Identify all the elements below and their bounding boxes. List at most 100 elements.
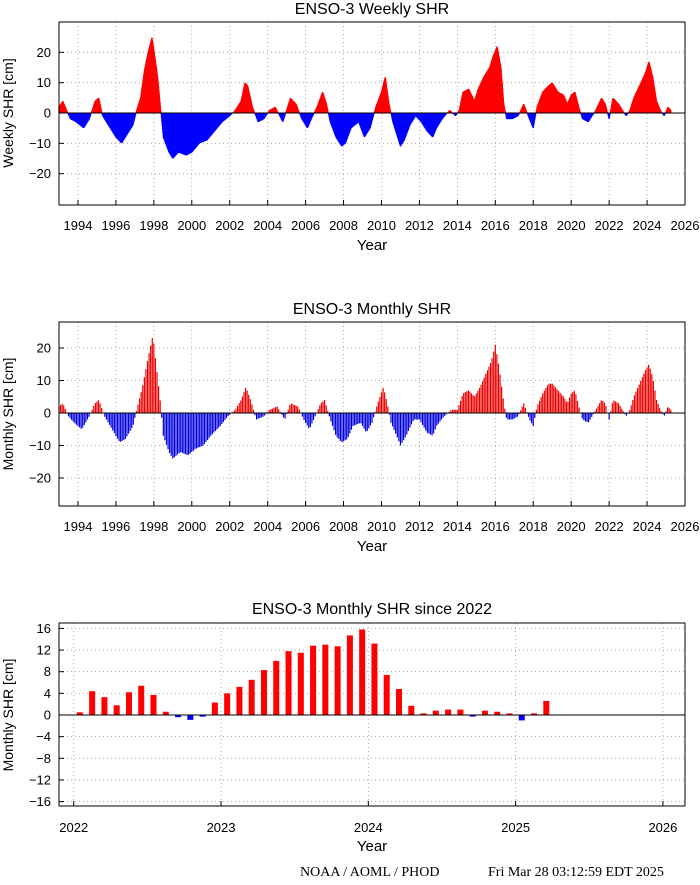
x-tick-label: 2006 bbox=[291, 519, 320, 534]
x-tick-label: 2022 bbox=[595, 218, 624, 233]
x-tick-label: 1994 bbox=[64, 218, 93, 233]
y-tick-label: −10 bbox=[29, 438, 51, 453]
monthly-chart-title: ENSO-3 Monthly SHR bbox=[293, 301, 451, 318]
since2022-bar bbox=[543, 700, 550, 715]
footer-source: NOAA / AOML / PHOD bbox=[300, 865, 440, 880]
monthly-plot-frame bbox=[58, 321, 686, 507]
x-tick-label: 2014 bbox=[443, 218, 472, 233]
monthly-chart: ENSO-3 Monthly SHR −20 −10 0 10 20 1994 1996 19… bbox=[0, 301, 699, 555]
x-tick-label: 1996 bbox=[101, 218, 130, 233]
weekly-bar bbox=[664, 113, 666, 115]
weekly-bar bbox=[534, 113, 537, 116]
weekly-bar bbox=[373, 113, 375, 115]
since2022-bar bbox=[408, 705, 415, 715]
since2022-bar bbox=[432, 710, 439, 715]
since2022-bar bbox=[481, 710, 488, 715]
x-tick-label: 2020 bbox=[557, 218, 586, 233]
since2022-bar bbox=[346, 635, 353, 715]
since2022-bar bbox=[310, 645, 317, 715]
since2022-bar bbox=[150, 694, 157, 715]
monthly-bars bbox=[58, 338, 672, 459]
weekly-bar bbox=[327, 110, 329, 113]
since2022-bar bbox=[396, 689, 403, 715]
weekly-bar bbox=[160, 110, 162, 113]
since2022-bar bbox=[199, 715, 206, 717]
since2022-bar bbox=[494, 711, 501, 715]
since2022-axis-ticks: 16 12 8 4 0 −4 −8 −12 −16 2022 2023 2024 2025 2026 bbox=[29, 621, 677, 835]
x-tick-label: 2024 bbox=[354, 820, 383, 835]
x-tick-label: 2026 bbox=[671, 218, 700, 233]
weekly-bar bbox=[670, 109, 672, 113]
x-tick-label: 2024 bbox=[633, 218, 662, 233]
x-tick-label: 2024 bbox=[633, 519, 662, 534]
since2022-bar bbox=[260, 670, 267, 715]
weekly-bar bbox=[372, 113, 375, 116]
since2022-bar bbox=[125, 692, 132, 715]
x-tick-label: 2000 bbox=[177, 519, 206, 534]
since2022-bar bbox=[187, 715, 194, 720]
x-tick-label: 2020 bbox=[557, 519, 586, 534]
since2022-bar bbox=[297, 652, 304, 715]
since2022-bar bbox=[469, 715, 476, 717]
y-tick-label: −10 bbox=[29, 136, 51, 151]
x-tick-label: 2022 bbox=[59, 820, 88, 835]
weekly-gridlines bbox=[59, 22, 685, 205]
weekly-bar bbox=[504, 110, 506, 113]
since2022-bar bbox=[175, 715, 182, 718]
since2022-chart: ENSO-3 Monthly SHR since 2022 16 12 8 4 0 −4 −… bbox=[0, 601, 686, 855]
weekly-bar bbox=[159, 106, 162, 113]
since2022-bar bbox=[113, 705, 120, 715]
since2022-bar bbox=[273, 660, 280, 715]
x-tick-label: 2012 bbox=[405, 519, 434, 534]
y-tick-label: 16 bbox=[37, 621, 51, 636]
since2022-bar bbox=[89, 691, 96, 715]
y-tick-label: 4 bbox=[44, 686, 51, 701]
y-tick-label: 10 bbox=[37, 75, 51, 90]
since2022-bar bbox=[285, 651, 292, 715]
since2022-bar bbox=[101, 697, 108, 715]
weekly-bar bbox=[100, 109, 103, 113]
weekly-bar bbox=[606, 111, 608, 113]
weekly-bar bbox=[100, 111, 103, 113]
since2022-bar bbox=[138, 685, 145, 715]
weekly-bar bbox=[389, 111, 392, 113]
x-tick-label: 1998 bbox=[139, 218, 168, 233]
y-tick-label: −4 bbox=[36, 729, 51, 744]
weekly-bar bbox=[606, 110, 608, 113]
x-tick-label: 2006 bbox=[291, 218, 320, 233]
x-tick-label: 1996 bbox=[101, 519, 130, 534]
x-tick-label: 2016 bbox=[481, 218, 510, 233]
y-tick-label: 0 bbox=[44, 106, 51, 121]
x-tick-label: 2002 bbox=[215, 218, 244, 233]
x-tick-label: 2023 bbox=[207, 820, 236, 835]
weekly-bar bbox=[284, 113, 286, 115]
monthly-axis-ticks: −20 −10 0 10 20 1994 1996 1998 2000 2002 2004 2006 2… bbox=[29, 341, 700, 535]
weekly-bars bbox=[58, 37, 672, 159]
y-tick-label: 0 bbox=[44, 708, 51, 723]
since2022-x-axis-label: Year bbox=[357, 838, 387, 855]
since2022-bar bbox=[76, 712, 83, 715]
y-tick-label: −8 bbox=[36, 751, 51, 766]
x-tick-label: 2018 bbox=[519, 218, 548, 233]
y-tick-label: 20 bbox=[37, 45, 51, 60]
weekly-bar bbox=[90, 113, 92, 115]
y-tick-label: 12 bbox=[37, 643, 51, 658]
y-tick-label: 8 bbox=[44, 664, 51, 679]
weekly-bar bbox=[609, 113, 611, 115]
weekly-bar bbox=[312, 113, 315, 115]
since2022-bar bbox=[359, 629, 366, 715]
x-tick-label: 2004 bbox=[253, 519, 282, 534]
x-tick-label: 2026 bbox=[648, 820, 677, 835]
x-tick-label: 2000 bbox=[177, 218, 206, 233]
x-tick-label: 2016 bbox=[481, 519, 510, 534]
x-tick-label: 2018 bbox=[519, 519, 548, 534]
x-tick-label: 2026 bbox=[671, 519, 700, 534]
y-tick-label: 10 bbox=[37, 373, 51, 388]
since2022-bar bbox=[531, 713, 538, 715]
since2022-bar bbox=[371, 643, 378, 715]
x-tick-label: 2014 bbox=[443, 519, 472, 534]
monthly-x-axis-label: Year bbox=[357, 538, 387, 555]
x-tick-label: 1998 bbox=[139, 519, 168, 534]
monthly-y-axis-label: Monthly SHR [cm] bbox=[0, 358, 16, 471]
